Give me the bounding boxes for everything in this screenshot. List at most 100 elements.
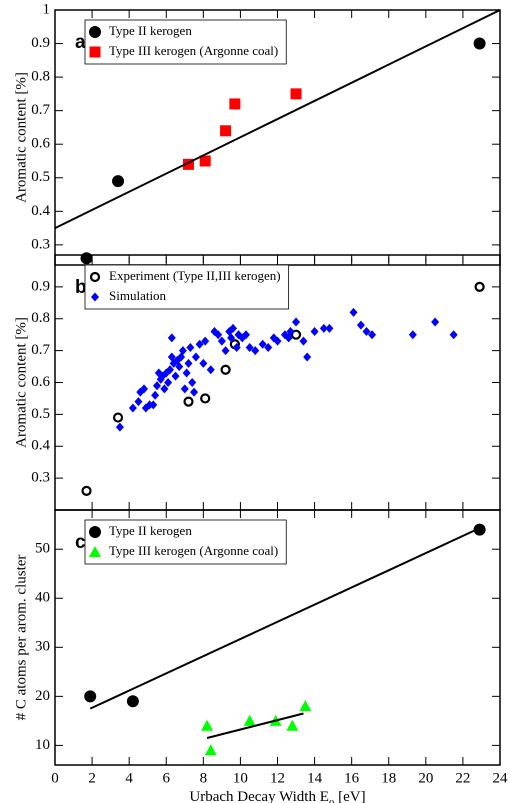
- point: [368, 330, 377, 340]
- y-tick-label: 40: [35, 590, 50, 606]
- point: [299, 336, 308, 346]
- x-axis-label-part: Urbach Decay Width E: [189, 789, 328, 803]
- panel-label: a: [75, 32, 86, 53]
- y-tick-label: 0.4: [31, 203, 50, 219]
- legend-marker: [89, 546, 101, 557]
- point: [164, 378, 173, 387]
- point: [217, 336, 226, 346]
- x-tick-label: 18: [381, 770, 396, 786]
- legend-label: Type III kerogen (Argonne coal): [109, 43, 278, 58]
- y-tick-label: 0.5: [31, 406, 50, 422]
- point: [190, 387, 199, 397]
- point: [290, 329, 302, 340]
- point: [227, 333, 236, 343]
- point: [431, 317, 440, 327]
- point: [112, 175, 125, 188]
- point: [112, 412, 124, 423]
- point: [221, 346, 230, 356]
- point: [349, 307, 358, 317]
- legend-box: [84, 19, 287, 65]
- x-tick-label: 12: [270, 770, 285, 786]
- y-tick-label: 50: [35, 541, 50, 557]
- point: [149, 400, 158, 410]
- y-tick-label: 1: [43, 1, 51, 17]
- legend-box: [84, 519, 287, 565]
- y-axis-label: Aromatic content [%]: [13, 72, 29, 203]
- point: [171, 371, 180, 381]
- x-tick-label: 4: [125, 770, 133, 786]
- point: [220, 364, 231, 375]
- point: [126, 695, 139, 708]
- point: [160, 384, 169, 394]
- point: [243, 714, 256, 726]
- fit-line: [54, 9, 501, 229]
- point: [152, 381, 161, 391]
- point: [134, 397, 143, 407]
- point: [220, 125, 232, 137]
- legend-marker: [89, 46, 101, 58]
- y-tick-label: 0.6: [31, 374, 50, 390]
- point: [286, 327, 295, 336]
- point: [183, 396, 194, 407]
- y-tick-label: 0.7: [31, 342, 50, 358]
- point: [362, 327, 371, 336]
- point: [325, 323, 334, 333]
- y-tick-label: 30: [35, 639, 50, 655]
- point: [188, 378, 197, 387]
- legend-label: Simulation: [109, 288, 167, 303]
- x-axis-label-part: [eV]: [334, 789, 365, 803]
- legend-marker: [89, 526, 101, 538]
- legend-marker: [89, 26, 101, 38]
- point: [191, 352, 200, 362]
- point: [151, 390, 160, 400]
- point: [245, 342, 254, 352]
- y-tick-label: 0.6: [31, 136, 50, 152]
- point: [200, 393, 211, 404]
- point: [204, 744, 217, 756]
- point: [286, 719, 299, 731]
- point: [273, 336, 282, 346]
- point: [115, 422, 124, 432]
- legend-label: Type II kerogen: [109, 523, 192, 538]
- y-tick-label: 0.3: [31, 470, 50, 486]
- point: [310, 327, 319, 336]
- point: [232, 342, 241, 352]
- point: [201, 719, 214, 731]
- point: [214, 330, 223, 340]
- point: [251, 346, 260, 356]
- legend-label: Type II kerogen: [109, 23, 192, 38]
- y-tick-label: 0.8: [31, 310, 50, 326]
- point: [474, 281, 485, 292]
- x-tick-label: 8: [200, 770, 208, 786]
- panel-label: c: [75, 532, 86, 553]
- point: [199, 358, 208, 368]
- point: [178, 346, 187, 356]
- y-axis-label: Aromatic content [%]: [13, 317, 29, 448]
- point: [195, 339, 204, 349]
- point: [84, 690, 97, 703]
- panel-label: b: [75, 277, 87, 298]
- point: [356, 320, 365, 330]
- point: [175, 362, 184, 372]
- point: [140, 384, 148, 394]
- y-axis-label: # C atoms per arom. cluster: [13, 555, 29, 721]
- point: [241, 330, 250, 340]
- point: [184, 358, 193, 368]
- legend-box: [84, 264, 290, 310]
- point: [201, 336, 210, 346]
- x-tick-label: 14: [307, 770, 323, 786]
- legend-label: Experiment (Type II,III kerogen): [109, 268, 281, 283]
- legend-label: Type III kerogen (Argonne coal): [109, 543, 278, 558]
- point: [180, 384, 189, 394]
- point: [81, 485, 92, 496]
- y-tick-label: 0.9: [31, 35, 50, 51]
- point: [186, 342, 195, 352]
- point: [264, 342, 273, 352]
- point: [449, 330, 458, 340]
- legend-marker: [89, 271, 101, 283]
- x-tick-label: 0: [51, 770, 59, 786]
- x-tick-label: 10: [233, 770, 248, 786]
- y-tick-label: 0.7: [31, 102, 50, 118]
- point: [229, 323, 237, 333]
